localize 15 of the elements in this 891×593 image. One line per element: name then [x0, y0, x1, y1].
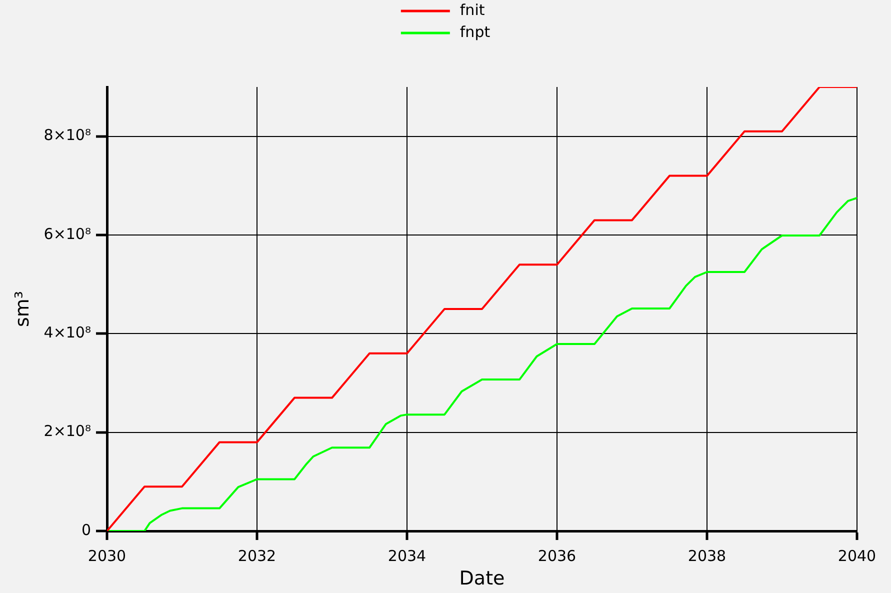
y-tick-label: 8×10⁸: [44, 126, 91, 144]
y-axis-title: sm³: [11, 290, 34, 328]
legend-label: fnit: [460, 0, 485, 19]
x-tick-label: 2032: [238, 546, 276, 565]
y-tick-label: 0: [81, 520, 91, 539]
x-tick-label: 2038: [688, 546, 726, 565]
x-tick-label: 2034: [388, 546, 426, 565]
x-axis-title: Date: [459, 568, 505, 590]
y-tick-label: 2×10⁸: [44, 422, 91, 440]
x-tick-label: 2040: [838, 546, 876, 565]
y-tick-label: 4×10⁸: [44, 324, 91, 342]
y-tick-label: 6×10⁸: [44, 224, 91, 243]
x-tick-label: 2030: [88, 546, 126, 565]
x-tick-label: 2036: [538, 546, 576, 565]
legend-label: fnpt: [460, 22, 490, 41]
